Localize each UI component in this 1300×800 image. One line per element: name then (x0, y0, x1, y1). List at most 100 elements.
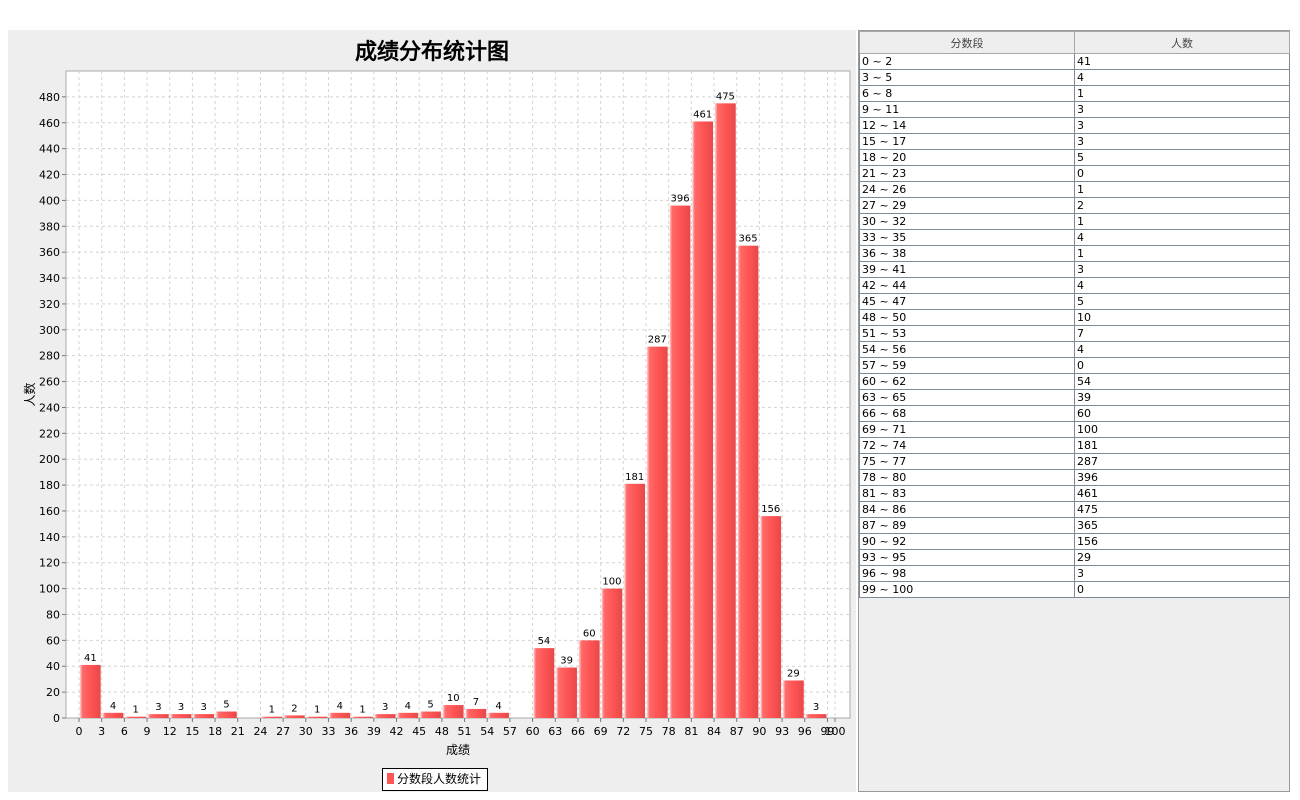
cell-score-range[interactable]: 72 ~ 74 (859, 437, 1075, 454)
cell-score-range[interactable]: 93 ~ 95 (859, 549, 1075, 566)
table-row[interactable]: 33 ~ 35 4 (859, 229, 1290, 246)
table-row[interactable]: 57 ~ 59 0 (859, 357, 1290, 374)
table-row[interactable]: 51 ~ 53 7 (859, 325, 1290, 342)
table-row[interactable]: 18 ~ 20 5 (859, 149, 1290, 166)
cell-count[interactable]: 1 (1074, 181, 1290, 198)
table-row[interactable]: 72 ~ 74 181 (859, 437, 1290, 454)
cell-score-range[interactable]: 3 ~ 5 (859, 69, 1075, 86)
table-row[interactable]: 12 ~ 14 3 (859, 117, 1290, 134)
cell-score-range[interactable]: 54 ~ 56 (859, 341, 1075, 358)
cell-count[interactable]: 156 (1074, 533, 1290, 550)
cell-score-range[interactable]: 66 ~ 68 (859, 405, 1075, 422)
cell-count[interactable]: 2 (1074, 197, 1290, 214)
cell-score-range[interactable]: 21 ~ 23 (859, 165, 1075, 182)
cell-count[interactable]: 3 (1074, 101, 1290, 118)
cell-count[interactable]: 0 (1074, 165, 1290, 182)
table-row[interactable]: 9 ~ 11 3 (859, 101, 1290, 118)
cell-count[interactable]: 461 (1074, 485, 1290, 502)
column-header-count[interactable]: 人数 (1074, 31, 1290, 54)
table-row[interactable]: 84 ~ 86 475 (859, 501, 1290, 518)
cell-score-range[interactable]: 6 ~ 8 (859, 85, 1075, 102)
cell-score-range[interactable]: 15 ~ 17 (859, 133, 1075, 150)
table-row[interactable]: 21 ~ 23 0 (859, 165, 1290, 182)
cell-count[interactable]: 5 (1074, 149, 1290, 166)
table-row[interactable]: 36 ~ 38 1 (859, 245, 1290, 262)
table-row[interactable]: 24 ~ 26 1 (859, 181, 1290, 198)
cell-count[interactable]: 3 (1074, 565, 1290, 582)
cell-count[interactable]: 54 (1074, 373, 1290, 390)
table-row[interactable]: 63 ~ 65 39 (859, 389, 1290, 406)
cell-count[interactable]: 1 (1074, 245, 1290, 262)
cell-score-range[interactable]: 84 ~ 86 (859, 501, 1075, 518)
cell-count[interactable]: 10 (1074, 309, 1290, 326)
cell-score-range[interactable]: 12 ~ 14 (859, 117, 1075, 134)
cell-score-range[interactable]: 42 ~ 44 (859, 277, 1075, 294)
cell-score-range[interactable]: 24 ~ 26 (859, 181, 1075, 198)
cell-score-range[interactable]: 9 ~ 11 (859, 101, 1075, 118)
table-row[interactable]: 78 ~ 80 396 (859, 469, 1290, 486)
cell-score-range[interactable]: 30 ~ 32 (859, 213, 1075, 230)
cell-count[interactable]: 1 (1074, 85, 1290, 102)
cell-score-range[interactable]: 0 ~ 2 (859, 53, 1075, 70)
table-row[interactable]: 42 ~ 44 4 (859, 277, 1290, 294)
cell-score-range[interactable]: 45 ~ 47 (859, 293, 1075, 310)
cell-score-range[interactable]: 51 ~ 53 (859, 325, 1075, 342)
cell-count[interactable]: 5 (1074, 293, 1290, 310)
cell-count[interactable]: 475 (1074, 501, 1290, 518)
cell-count[interactable]: 0 (1074, 357, 1290, 374)
cell-score-range[interactable]: 63 ~ 65 (859, 389, 1075, 406)
table-row[interactable]: 93 ~ 95 29 (859, 549, 1290, 566)
cell-score-range[interactable]: 75 ~ 77 (859, 453, 1075, 470)
cell-score-range[interactable]: 36 ~ 38 (859, 245, 1075, 262)
column-header-score-range[interactable]: 分数段 (859, 31, 1075, 54)
table-row[interactable]: 27 ~ 29 2 (859, 197, 1290, 214)
cell-score-range[interactable]: 33 ~ 35 (859, 229, 1075, 246)
cell-count[interactable]: 41 (1074, 53, 1290, 70)
table-row[interactable]: 60 ~ 62 54 (859, 373, 1290, 390)
table-row[interactable]: 99 ~ 100 0 (859, 581, 1290, 598)
table-row[interactable]: 90 ~ 92 156 (859, 533, 1290, 550)
table-row[interactable]: 54 ~ 56 4 (859, 341, 1290, 358)
cell-count[interactable]: 3 (1074, 261, 1290, 278)
cell-score-range[interactable]: 27 ~ 29 (859, 197, 1075, 214)
cell-count[interactable]: 29 (1074, 549, 1290, 566)
table-row[interactable]: 0 ~ 2 41 (859, 53, 1290, 70)
table-row[interactable]: 69 ~ 71 100 (859, 421, 1290, 438)
cell-count[interactable]: 3 (1074, 117, 1290, 134)
cell-count[interactable]: 4 (1074, 277, 1290, 294)
cell-score-range[interactable]: 96 ~ 98 (859, 565, 1075, 582)
cell-count[interactable]: 287 (1074, 453, 1290, 470)
cell-count[interactable]: 4 (1074, 229, 1290, 246)
table-row[interactable]: 15 ~ 17 3 (859, 133, 1290, 150)
cell-score-range[interactable]: 78 ~ 80 (859, 469, 1075, 486)
cell-count[interactable]: 39 (1074, 389, 1290, 406)
table-row[interactable]: 45 ~ 47 5 (859, 293, 1290, 310)
cell-count[interactable]: 1 (1074, 213, 1290, 230)
cell-score-range[interactable]: 39 ~ 41 (859, 261, 1075, 278)
table-row[interactable]: 48 ~ 50 10 (859, 309, 1290, 326)
table-row[interactable]: 87 ~ 89 365 (859, 517, 1290, 534)
cell-score-range[interactable]: 99 ~ 100 (859, 581, 1075, 598)
cell-count[interactable]: 100 (1074, 421, 1290, 438)
cell-count[interactable]: 60 (1074, 405, 1290, 422)
cell-count[interactable]: 7 (1074, 325, 1290, 342)
table-row[interactable]: 30 ~ 32 1 (859, 213, 1290, 230)
cell-count[interactable]: 0 (1074, 581, 1290, 598)
table-row[interactable]: 66 ~ 68 60 (859, 405, 1290, 422)
table-row[interactable]: 75 ~ 77 287 (859, 453, 1290, 470)
table-row[interactable]: 81 ~ 83 461 (859, 485, 1290, 502)
cell-count[interactable]: 365 (1074, 517, 1290, 534)
cell-score-range[interactable]: 69 ~ 71 (859, 421, 1075, 438)
cell-score-range[interactable]: 18 ~ 20 (859, 149, 1075, 166)
cell-count[interactable]: 181 (1074, 437, 1290, 454)
cell-score-range[interactable]: 60 ~ 62 (859, 373, 1075, 390)
cell-score-range[interactable]: 48 ~ 50 (859, 309, 1075, 326)
cell-score-range[interactable]: 81 ~ 83 (859, 485, 1075, 502)
cell-count[interactable]: 396 (1074, 469, 1290, 486)
cell-count[interactable]: 4 (1074, 69, 1290, 86)
cell-count[interactable]: 3 (1074, 133, 1290, 150)
cell-score-range[interactable]: 87 ~ 89 (859, 517, 1075, 534)
table-row[interactable]: 96 ~ 98 3 (859, 565, 1290, 582)
